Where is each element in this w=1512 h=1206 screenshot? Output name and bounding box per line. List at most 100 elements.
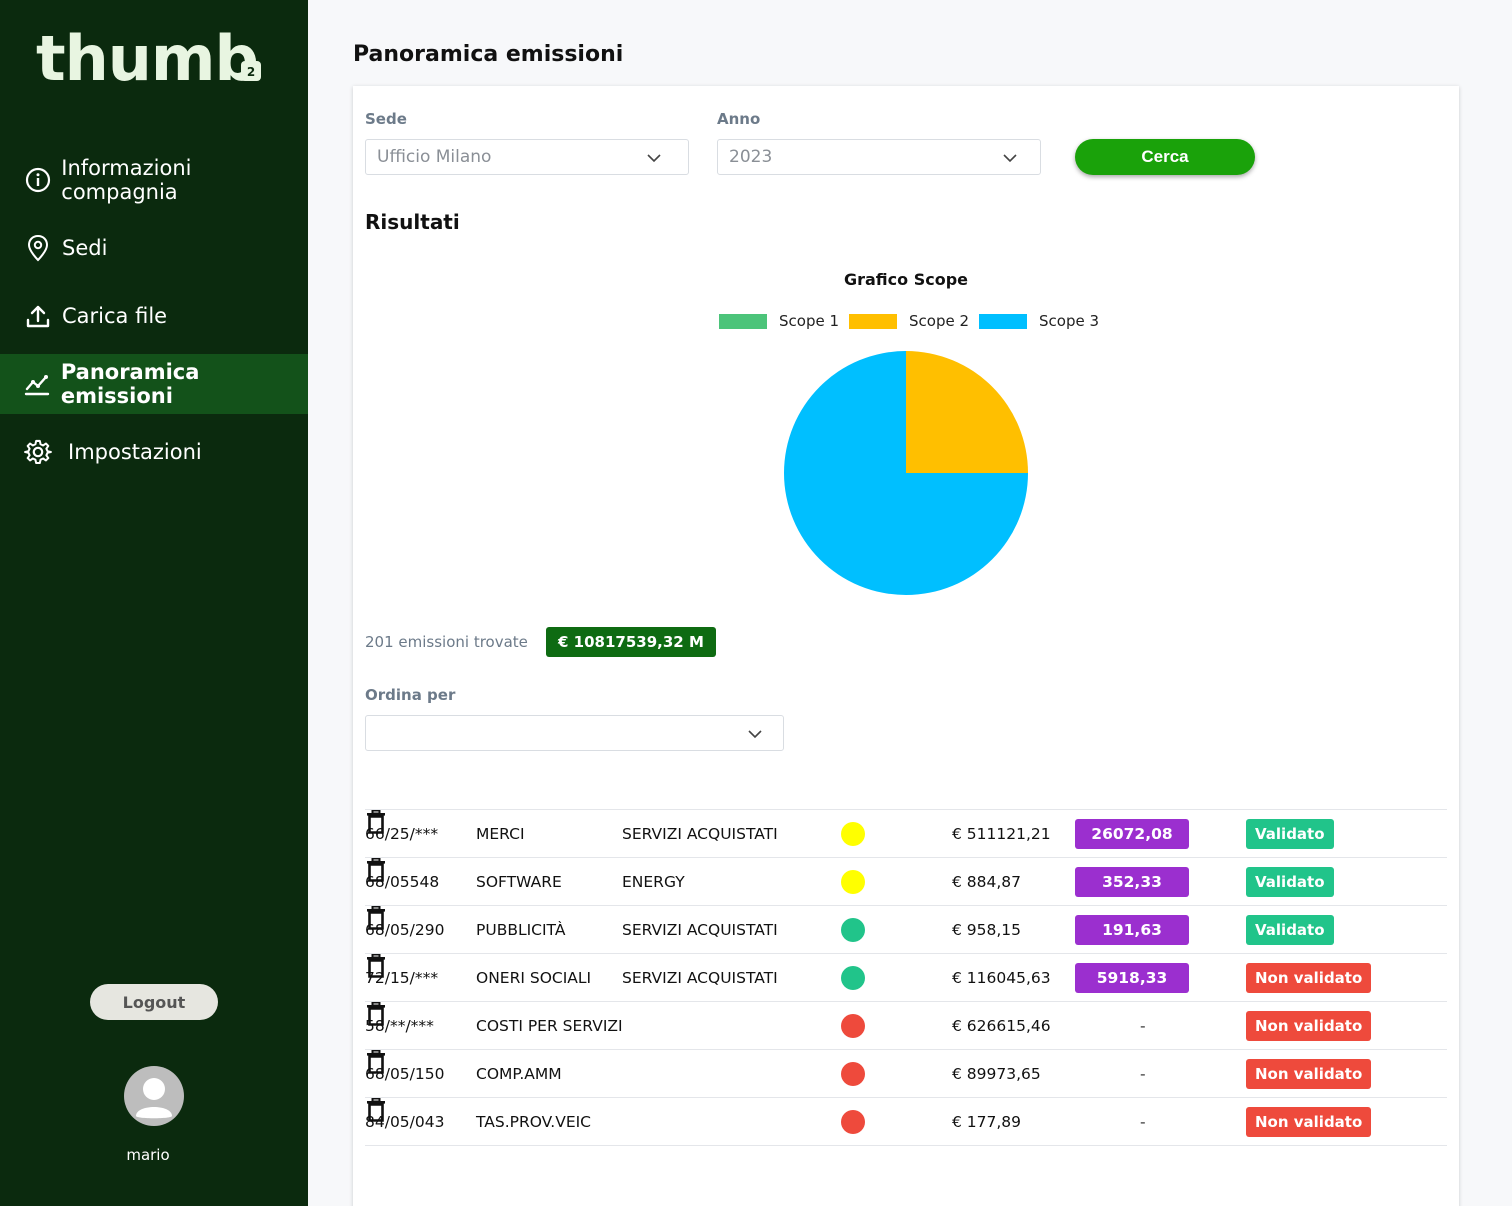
search-button[interactable]: Cerca: [1075, 139, 1255, 175]
delete-icon[interactable]: [365, 1049, 387, 1074]
sidebar-item-sedi[interactable]: Sedi: [0, 218, 308, 278]
logout-button[interactable]: Logout: [90, 984, 218, 1020]
results-title: Risultati: [365, 210, 460, 234]
row-code: 68/05/290: [365, 920, 445, 939]
chart-title: Grafico Scope: [843, 270, 969, 289]
chevron-down-icon: [647, 154, 661, 163]
row-description: TAS.PROV.VEIC: [476, 1112, 592, 1131]
svg-text:2: 2: [247, 65, 255, 79]
validation-status-badge: Non validato: [1246, 1106, 1372, 1137]
table-row[interactable]: 68/05/290 PUBBLICITÀ SERVIZI ACQUISTATI € 9…: [365, 905, 1447, 954]
row-category: SERVIZI ACQUISTATI: [622, 968, 778, 987]
row-code: 84/05/043: [365, 1112, 445, 1131]
anno-select-value: 2023: [729, 147, 773, 167]
status-dot: [841, 821, 865, 846]
row-category: ENERGY: [622, 872, 685, 891]
row-amount: € 89973,65: [952, 1064, 1041, 1083]
results-card: Sede Ufficio Milano Anno 2023 Cerca Risu…: [353, 86, 1459, 1206]
username: mario: [126, 1146, 170, 1164]
validation-status-badge: Validato: [1246, 818, 1334, 849]
sidebar-item-label: Impostazioni: [68, 440, 202, 464]
table-row[interactable]: 84/05/043 TAS.PROV.VEIC € 177,89 - Non valid…: [365, 1097, 1447, 1146]
row-description: PUBBLICITÀ: [476, 920, 566, 939]
legend-label-scope-3: Scope 3: [1039, 312, 1100, 330]
sidebar-item-label: Sedi: [62, 236, 108, 260]
legend-label-scope-2: Scope 2: [909, 312, 970, 330]
legend-label-scope-1: Scope 1: [779, 312, 840, 330]
table-row[interactable]: 72/15/*** ONERI SOCIALI SERVIZI ACQUISTATI…: [365, 953, 1447, 1002]
chevron-down-icon: [748, 730, 762, 739]
sidebar-item-label: Panoramica emissioni: [60, 360, 200, 408]
table-row[interactable]: 58/**/*** COSTI PER SERVIZI € 626615,46 - No…: [365, 1001, 1447, 1050]
emission-value-badge: 5918,33: [1075, 962, 1189, 993]
validation-status-badge: Validato: [1246, 866, 1334, 897]
delete-icon[interactable]: [365, 905, 387, 930]
sidebar-nav: Informazioni compagnia Sedi Carica file …: [0, 150, 308, 490]
status-dot: [841, 869, 865, 894]
sidebar-item-informazioni-compagnia[interactable]: Informazioni compagnia: [0, 150, 308, 210]
pie-chart: [784, 351, 1028, 595]
sort-label: Ordina per: [365, 686, 456, 704]
avatar[interactable]: [124, 1066, 184, 1126]
emissions-table: 66/25/*** MERCI SERVIZI ACQUISTATI € 511121…: [365, 809, 1447, 1146]
row-amount: € 116045,63: [952, 968, 1051, 987]
table-row[interactable]: 68/05/150 COMP.AMM € 89973,65 - Non validato: [365, 1049, 1447, 1098]
location-pin-icon: [24, 234, 52, 262]
chart-line-icon: [24, 370, 51, 398]
row-amount: € 958,15: [952, 920, 1022, 939]
validation-status-badge: Non validato: [1246, 1058, 1372, 1089]
row-description: COSTI PER SERVIZI: [476, 1016, 623, 1035]
emission-value-badge: 26072,08: [1075, 818, 1189, 849]
status-dot: [841, 1109, 865, 1134]
gear-icon: [24, 438, 52, 466]
chevron-down-icon: [1003, 154, 1017, 163]
table-row[interactable]: 68/05548 SOFTWARE ENERGY € 884,87 352,33 Vali…: [365, 857, 1447, 906]
pie-slice-scope-3: [784, 351, 1028, 595]
chart-legend: Scope 1 Scope 2 Scope 3: [719, 312, 1109, 330]
sidebar-item-label: Carica file: [62, 304, 168, 328]
sidebar-item-label: Informazioni compagnia: [61, 156, 192, 204]
status-dot: [841, 1013, 865, 1038]
delete-icon[interactable]: [365, 1001, 387, 1026]
delete-icon[interactable]: [365, 809, 387, 834]
row-code: 66/25/***: [365, 824, 439, 843]
page-title: Panoramica emissioni: [353, 42, 624, 67]
results-count: 201 emissioni trovate: [365, 633, 528, 651]
emission-value-badge: 352,33: [1075, 866, 1189, 897]
row-code: 68/05548: [365, 872, 440, 891]
row-amount: € 177,89: [952, 1112, 1022, 1131]
validation-status-badge: Non validato: [1246, 1010, 1372, 1041]
delete-icon[interactable]: [365, 857, 387, 882]
status-dot: [841, 965, 865, 990]
sidebar-item-panoramica-emissioni[interactable]: Panoramica emissioni: [0, 354, 308, 414]
total-amount-badge: € 10817539,32 M: [546, 627, 716, 657]
row-code: 58/**/***: [365, 1016, 434, 1035]
row-amount: € 884,87: [952, 872, 1022, 891]
row-description: MERCI: [476, 824, 525, 843]
legend-swatch-scope-3: [979, 313, 1028, 329]
status-dot: [841, 1061, 865, 1086]
sede-select-value: Ufficio Milano: [377, 147, 492, 167]
table-row[interactable]: 66/25/*** MERCI SERVIZI ACQUISTATI € 511121…: [365, 809, 1447, 858]
row-code: 72/15/***: [365, 968, 439, 987]
row-description: ONERI SOCIALI: [476, 968, 592, 987]
emission-value-badge: 191,63: [1075, 914, 1189, 945]
delete-icon[interactable]: [365, 1097, 387, 1122]
sede-select[interactable]: Ufficio Milano: [365, 139, 689, 175]
legend-swatch-scope-1: [719, 313, 767, 329]
status-dot: [841, 917, 865, 942]
sort-select[interactable]: [365, 715, 784, 751]
row-code: 68/05/150: [365, 1064, 445, 1083]
upload-icon: [24, 302, 52, 330]
emission-value-empty: -: [1140, 1112, 1146, 1131]
anno-select[interactable]: 2023: [717, 139, 1041, 175]
row-description: COMP.AMM: [476, 1064, 562, 1083]
sidebar-item-carica-file[interactable]: Carica file: [0, 286, 308, 346]
anno-label: Anno: [717, 110, 761, 128]
pie-slice-scope-2: [906, 351, 1028, 473]
sidebar-item-impostazioni[interactable]: Impostazioni: [0, 422, 308, 482]
info-icon: [24, 166, 51, 194]
delete-icon[interactable]: [365, 953, 387, 978]
validation-status-badge: Validato: [1246, 914, 1334, 945]
emission-value-empty: -: [1140, 1016, 1146, 1035]
